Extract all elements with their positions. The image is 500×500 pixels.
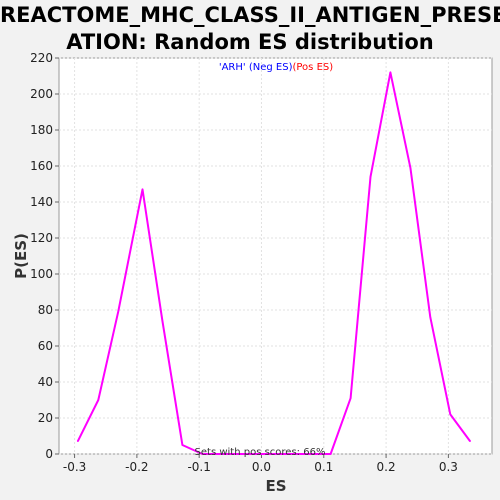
data-point: [330, 453, 332, 455]
y-tick-label: 140: [30, 195, 53, 209]
legend-neg-es: (Neg ES): [249, 62, 293, 73]
data-point: [349, 397, 352, 399]
data-point: [260, 453, 263, 455]
x-tick-label: -0.2: [125, 460, 148, 474]
y-tick-label: 200: [30, 87, 53, 101]
x-axis: -0.3 -0.2 -0.1 0.0 0.1 0.2 0.3: [63, 454, 458, 474]
data-point: [429, 316, 431, 318]
data-point: [161, 320, 164, 322]
data-point: [469, 440, 471, 442]
x-tick-label: -0.1: [187, 460, 210, 474]
data-point: [280, 453, 282, 455]
data-point: [369, 176, 372, 178]
legend: 'ARH' (Neg ES)(Pos ES): [219, 62, 333, 73]
data-point: [141, 188, 144, 190]
y-axis: 0 20 40 60 80 100 120 140 160 180 200 220: [30, 51, 59, 461]
data-point: [201, 453, 203, 455]
data-point: [117, 311, 119, 313]
data-point: [97, 399, 99, 401]
plot-area: [58, 57, 493, 455]
chart-title-line-1: REACTOME_MHC_CLASS_II_ANTIGEN_PRESENT: [0, 3, 500, 27]
legend-pos-es: (Pos ES): [292, 62, 333, 73]
y-tick-label: 180: [30, 123, 53, 137]
x-tick-label: -0.3: [63, 460, 86, 474]
series-layer: [76, 71, 472, 455]
data-point: [449, 413, 451, 415]
legend-prefix: 'ARH': [219, 62, 249, 73]
x-tick-label: 0.1: [314, 460, 333, 474]
y-tick-label: 0: [45, 447, 53, 461]
y-tick-label: 80: [38, 303, 53, 317]
y-tick-label: 160: [30, 159, 53, 173]
data-point: [389, 71, 392, 73]
data-point: [221, 453, 223, 455]
y-tick-label: 20: [38, 411, 53, 425]
data-point: [409, 167, 411, 169]
data-point: [181, 444, 183, 446]
y-tick-label: 220: [30, 51, 53, 65]
x-tick-label: 0.0: [252, 460, 271, 474]
y-tick-label: 100: [30, 267, 53, 281]
data-point: [77, 440, 79, 442]
data-point: [300, 453, 302, 455]
y-tick-label: 60: [38, 339, 53, 353]
x-tick-label: 0.3: [439, 460, 458, 474]
x-tick-label: 0.2: [377, 460, 396, 474]
data-point: [241, 453, 243, 455]
data-point: [320, 453, 322, 455]
pos-scores-annotation: Sets with pos scores: 66%: [195, 447, 326, 458]
grid-lines: [59, 57, 492, 455]
chart-title-line-2: ATION: Random ES distribution: [66, 30, 434, 54]
y-tick-label: 40: [38, 375, 53, 389]
x-axis-title: ES: [265, 477, 286, 495]
chart-title: REACTOME_MHC_CLASS_II_ANTIGEN_PRESENT AT…: [0, 2, 500, 56]
y-tick-label: 120: [30, 231, 53, 245]
y-axis-title: P(ES): [12, 233, 30, 279]
